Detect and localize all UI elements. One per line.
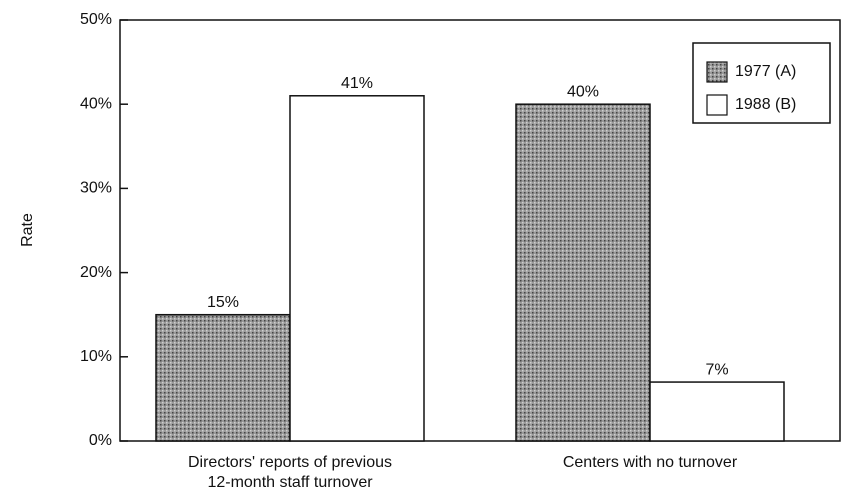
legend: 1977 (A) 1988 (B) [692,42,831,124]
y-tick-label: 20% [80,264,112,281]
bar [649,381,785,442]
value-label: 7% [705,361,728,378]
legend-label: 1977 (A) [735,63,796,80]
bar [515,103,651,442]
y-axis-label: Rate [19,213,36,247]
y-tick-label: 30% [80,180,112,197]
legend-label: 1988 (B) [735,96,796,113]
bar [289,95,425,442]
bar [155,313,291,442]
plot-frame [119,19,841,442]
value-label: 41% [341,75,373,92]
x-tick-label: 12-month staff turnover [207,474,373,491]
y-tick-label: 40% [80,95,112,112]
y-tick-label: 10% [80,348,112,365]
legend-swatch [706,94,728,116]
x-tick-label: Directors' reports of previous [188,454,392,471]
y-tick-label: 50% [80,11,112,28]
value-label: 15% [207,294,239,311]
legend-swatch [706,61,728,83]
y-tick-label: 0% [89,432,112,449]
value-label: 40% [567,83,599,100]
x-tick-label: Centers with no turnover [563,454,738,471]
